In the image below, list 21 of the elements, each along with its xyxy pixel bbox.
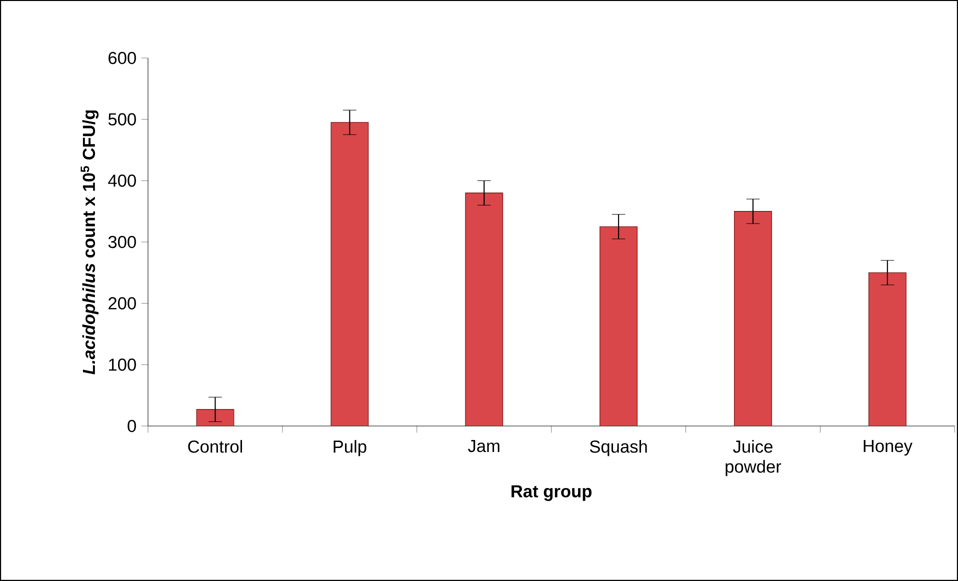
bar: [600, 226, 638, 426]
bar: [734, 211, 772, 426]
x-tick-label: Pulp: [334, 440, 366, 456]
y-tick-label: 400: [108, 174, 136, 187]
x-tick-label: Squash: [590, 440, 647, 456]
bar: [868, 272, 906, 426]
x-tick-label: Jam: [468, 440, 500, 452]
bar: [330, 122, 369, 426]
x-tick-label: Juice powder: [726, 440, 782, 476]
x-tick-label: Control: [188, 440, 242, 453]
x-tick-label: Honey: [864, 440, 912, 456]
y-tick-label: 0: [128, 420, 136, 432]
y-tick-label: 200: [108, 297, 136, 310]
bar: [196, 409, 234, 426]
y-tick-label: 500: [108, 113, 136, 126]
y-axis-title: L.acidophilus count x 10$^{5}$ CFU/g: [80, 110, 99, 374]
x-axis-title: Rat group: [512, 485, 592, 501]
y-tick-label: 100: [109, 358, 136, 371]
y-tick-label: 600: [108, 52, 136, 64]
bar: [465, 192, 504, 426]
y-tick-label: 300: [108, 236, 136, 248]
